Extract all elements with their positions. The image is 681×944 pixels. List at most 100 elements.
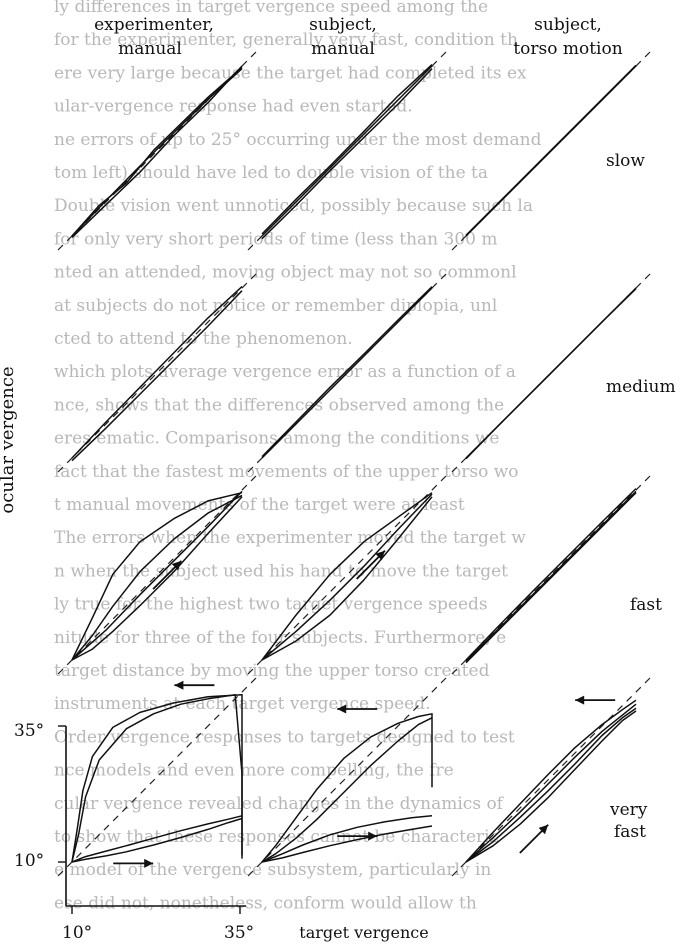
response-trace-2 bbox=[261, 717, 433, 863]
column-title-0-line1: experimenter, bbox=[94, 15, 214, 35]
axes-frame-bottom-left bbox=[58, 725, 246, 914]
response-trace-1 bbox=[261, 492, 433, 661]
bleed-text-line: cular vergence revealed changes in the d… bbox=[54, 794, 505, 814]
bleed-text-line: ne errors of up to 25° occurring under t… bbox=[54, 130, 542, 150]
bleed-text-line: tom left) should have led to double visi… bbox=[54, 163, 488, 183]
response-trace-2 bbox=[71, 65, 243, 238]
response-trace-2 bbox=[71, 290, 243, 462]
column-title-2-line1: subject, bbox=[534, 15, 602, 35]
bleed-text-line: at subjects do not notice or remember di… bbox=[54, 296, 497, 316]
response-trace-3 bbox=[465, 707, 637, 863]
bleed-text-line: Order vergence responses to targets desi… bbox=[54, 727, 515, 747]
arrow-head bbox=[171, 560, 182, 571]
column-title-2-line2: torso motion bbox=[513, 39, 622, 59]
response-trace-3 bbox=[71, 66, 243, 237]
direction-arrow bbox=[575, 695, 616, 705]
response-trace-2 bbox=[465, 288, 637, 460]
response-trace-1 bbox=[71, 693, 243, 863]
response-trace-2 bbox=[261, 68, 433, 240]
y-tick-label-bottom: 10° bbox=[14, 851, 44, 871]
bleed-text-line: for only very short periods of time (les… bbox=[54, 229, 498, 249]
bleed-text-line: for the experimenter, generally very fas… bbox=[54, 30, 518, 50]
reference-diagonal bbox=[451, 677, 651, 877]
bleed-text-line: nitude for three of the four subjects. F… bbox=[54, 628, 506, 648]
bleed-text-line: fact that the fastest movements of the u… bbox=[54, 462, 519, 482]
panel-fast-subject-manual bbox=[247, 475, 447, 675]
bleed-text-line: which plots average vergence error as a … bbox=[54, 362, 516, 382]
response-trace-1 bbox=[71, 68, 243, 237]
direction-arrow bbox=[519, 824, 549, 854]
bleed-text-line: t manual movements of the target were at… bbox=[54, 495, 465, 515]
bleed-text-line: n when the subject used his hand to move… bbox=[54, 561, 508, 581]
response-trace-2 bbox=[261, 286, 433, 458]
column-title-1-line1: subject, bbox=[309, 15, 377, 35]
bleed-text-line: The errors when the experimenter moved t… bbox=[54, 528, 526, 548]
bleed-text-line: ly true for the highest two target verge… bbox=[54, 595, 488, 615]
response-trace-1 bbox=[261, 65, 433, 237]
response-trace-2 bbox=[71, 494, 243, 661]
response-trace-4 bbox=[71, 815, 243, 863]
direction-arrow bbox=[337, 831, 378, 841]
panel-very-fast-experimenter-manual bbox=[57, 677, 257, 877]
panel-slow-experimenter-manual bbox=[57, 51, 257, 251]
response-trace-1 bbox=[261, 713, 433, 863]
direction-arrow bbox=[152, 560, 182, 590]
bleed-through-text: ly differences in target vergence speed … bbox=[54, 0, 542, 913]
row-label-fast: fast bbox=[630, 595, 662, 615]
bleed-text-line: nted an attended, moving object may not … bbox=[54, 263, 517, 283]
direction-arrow bbox=[356, 550, 386, 580]
arrow-head bbox=[174, 680, 184, 690]
x-tick-label-left: 10° bbox=[62, 923, 92, 943]
panel-medium-subject-torso-motion bbox=[451, 273, 651, 473]
bleed-text-line: cted to attend to the phenomenon. bbox=[54, 329, 353, 349]
response-trace-1 bbox=[465, 488, 637, 661]
x-axis-label: target vergence bbox=[299, 923, 428, 942]
arrows bbox=[113, 550, 616, 868]
column-title-2: subject, torso motion bbox=[513, 15, 622, 59]
bleed-text-line: target distance by moving the upper tors… bbox=[54, 661, 490, 681]
column-title-1: subject, manual bbox=[309, 15, 377, 59]
bleed-text-line: Double vision went unnoticed, possibly b… bbox=[54, 196, 533, 216]
arrow-head bbox=[144, 858, 154, 868]
arrow-head bbox=[575, 695, 585, 705]
column-title-0-line2: manual bbox=[118, 39, 182, 59]
column-title-1-line2: manual bbox=[311, 39, 375, 59]
response-trace-1 bbox=[71, 286, 243, 459]
bleed-text-line: ular-vergence response had even started. bbox=[54, 97, 413, 117]
panels bbox=[57, 51, 651, 877]
panel-medium-experimenter-manual bbox=[57, 273, 257, 473]
response-trace-3 bbox=[465, 490, 637, 662]
bleed-text-line: ere very large because the target had co… bbox=[54, 63, 527, 83]
bleed-text-line: nce, shows that the differences observed… bbox=[54, 395, 504, 415]
response-trace-2 bbox=[465, 64, 637, 236]
response-trace-4 bbox=[261, 815, 433, 863]
arrow-head bbox=[337, 704, 347, 714]
response-trace-1 bbox=[465, 699, 637, 863]
direction-arrow bbox=[174, 680, 215, 690]
bleed-text-line: ly differences in target vergence speed … bbox=[54, 0, 488, 17]
row-label-very-fast-line1: very bbox=[609, 800, 648, 820]
response-trace-4 bbox=[465, 710, 637, 863]
response-trace-3 bbox=[71, 496, 243, 661]
response-trace-3 bbox=[71, 817, 243, 863]
bleed-text-line: eres ematic. Comparisons among the condi… bbox=[54, 429, 499, 449]
panel-very-fast-subject-torso-motion bbox=[451, 677, 651, 877]
panel-fast-experimenter-manual bbox=[57, 475, 257, 675]
arrow-head bbox=[375, 550, 385, 561]
response-trace-1 bbox=[261, 287, 433, 459]
response-trace-3 bbox=[261, 64, 433, 235]
response-trace-3 bbox=[261, 825, 433, 863]
bleed-text-line: nce models and even more compelling, the… bbox=[54, 761, 454, 781]
response-trace-2 bbox=[261, 493, 433, 661]
panel-slow-subject-manual bbox=[247, 51, 447, 251]
y-tick-label-top: 35° bbox=[14, 721, 44, 741]
panel-fast-subject-torso-motion bbox=[451, 475, 651, 675]
response-trace-1 bbox=[71, 491, 243, 661]
arrow-head bbox=[538, 824, 549, 835]
bleed-text-line: e model of the vergence subsystem, parti… bbox=[54, 860, 491, 880]
response-trace-2 bbox=[465, 703, 637, 863]
panel-slow-subject-torso-motion bbox=[451, 51, 651, 251]
response-trace-2 bbox=[71, 693, 243, 863]
response-trace-2 bbox=[465, 492, 637, 664]
